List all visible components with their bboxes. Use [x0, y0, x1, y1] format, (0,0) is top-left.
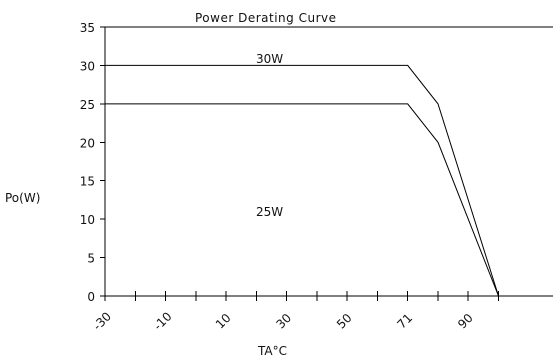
x-tick-label: 90: [455, 311, 476, 332]
x-tick-label: -30: [90, 309, 114, 333]
y-tick-label: 0: [87, 290, 95, 304]
x-tick-label: -10: [151, 309, 175, 333]
x-ticks: -30 -10 10 30 50 71 90: [90, 291, 500, 333]
y-tick-label: 35: [80, 21, 95, 35]
series-label-30w: 30W: [256, 52, 283, 66]
x-tick-label: 10: [213, 311, 234, 332]
y-ticks: 0 5 10 15 20 25 30 35: [80, 21, 105, 304]
y-tick-label: 20: [80, 136, 95, 150]
series-line-25w: [105, 103, 499, 297]
y-tick-label: 30: [80, 59, 95, 73]
series-label-25w: 25W: [256, 205, 283, 219]
y-tick-label: 10: [80, 213, 95, 227]
y-tick-label: 15: [80, 175, 95, 189]
x-axis-label: TA°C: [257, 344, 287, 358]
x-tick-label: 50: [334, 311, 355, 332]
chart-title: Power Derating Curve: [195, 11, 336, 25]
y-axis-label: Po(W): [5, 191, 40, 205]
y-tick-label: 5: [87, 252, 95, 266]
axes: [104, 26, 553, 297]
series-lines: [105, 64, 499, 297]
series-line-30w: [105, 64, 499, 297]
x-tick-label: 71: [395, 311, 416, 332]
y-tick-label: 25: [80, 98, 95, 112]
x-tick-label: 30: [273, 311, 294, 332]
